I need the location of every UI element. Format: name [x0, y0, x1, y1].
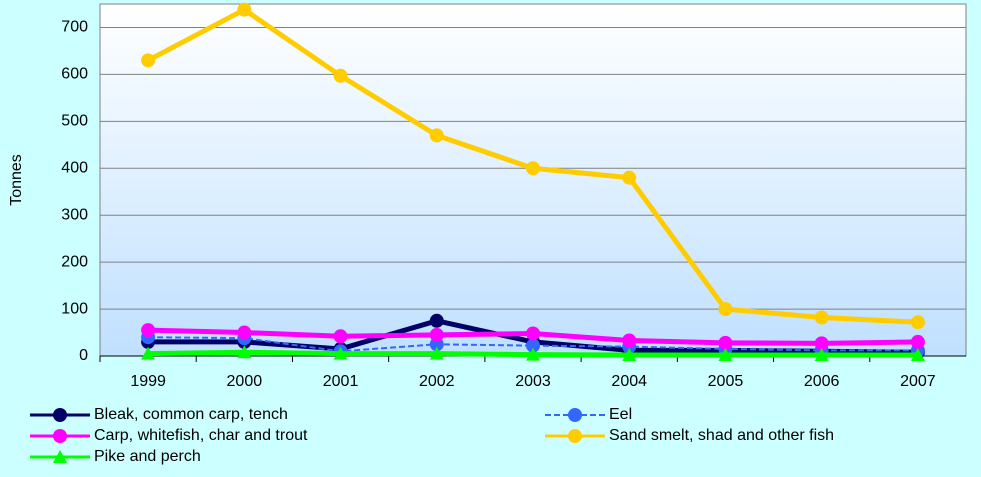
data-point: [814, 348, 829, 362]
legend-label: Bleak, common carp, tench: [94, 406, 288, 423]
x-tick-label: 1999: [130, 373, 166, 390]
y-tick-label: 700: [61, 19, 88, 36]
y-axis-label: Tonnes: [8, 154, 25, 206]
data-point: [910, 348, 925, 362]
y-tick-label: 0: [79, 347, 88, 364]
data-point: [429, 313, 444, 328]
x-tick-label: 2007: [900, 373, 936, 390]
data-point: [622, 333, 637, 348]
data-point: [429, 128, 444, 143]
x-tick-label: 2006: [804, 373, 840, 390]
data-point: [718, 335, 733, 350]
x-tick-label: 2003: [515, 373, 551, 390]
data-point: [141, 346, 156, 360]
data-point: [333, 68, 348, 83]
legend-label: Eel: [609, 406, 632, 423]
legend-marker: [568, 429, 582, 443]
data-point: [718, 302, 733, 317]
data-point: [333, 329, 348, 344]
data-point: [814, 336, 829, 351]
data-point: [526, 161, 540, 176]
data-point: [526, 338, 540, 353]
legend-marker: [568, 408, 582, 422]
data-point: [526, 347, 540, 361]
legend-label: Sand smelt, shad and other fish: [609, 427, 834, 444]
data-point: [333, 346, 348, 360]
data-point: [237, 325, 252, 340]
data-point: [910, 315, 925, 330]
legend-label: Pike and perch: [94, 448, 201, 465]
y-tick-label: 300: [61, 206, 88, 223]
x-tick-label: 2002: [419, 373, 455, 390]
y-tick-label: 400: [61, 159, 88, 176]
y-tick-label: 500: [61, 113, 88, 130]
x-tick-label: 2000: [227, 373, 263, 390]
legend-label: Carp, whitefish, char and trout: [94, 427, 308, 444]
data-point: [910, 334, 925, 349]
y-tick-label: 200: [61, 253, 88, 270]
data-point: [622, 348, 637, 362]
series-line: [148, 336, 918, 353]
data-point: [622, 170, 637, 185]
data-point: [237, 345, 252, 359]
x-tick-label: 2001: [323, 373, 359, 390]
y-tick-label: 100: [61, 300, 88, 317]
legend-marker: [53, 450, 67, 463]
x-tick-label: 2005: [708, 373, 744, 390]
data-point: [429, 346, 444, 360]
x-tick-label: 2004: [611, 373, 647, 390]
y-tick-label: 600: [61, 66, 88, 83]
legend-marker: [53, 429, 67, 443]
data-point: [141, 323, 156, 338]
plot-area: [99, 3, 967, 357]
data-point: [141, 53, 156, 68]
data-point: [237, 2, 252, 17]
data-point: [718, 348, 733, 362]
data-point: [814, 310, 829, 325]
data-point: [526, 326, 540, 341]
data-point: [429, 327, 444, 342]
legend-marker: [53, 408, 67, 422]
